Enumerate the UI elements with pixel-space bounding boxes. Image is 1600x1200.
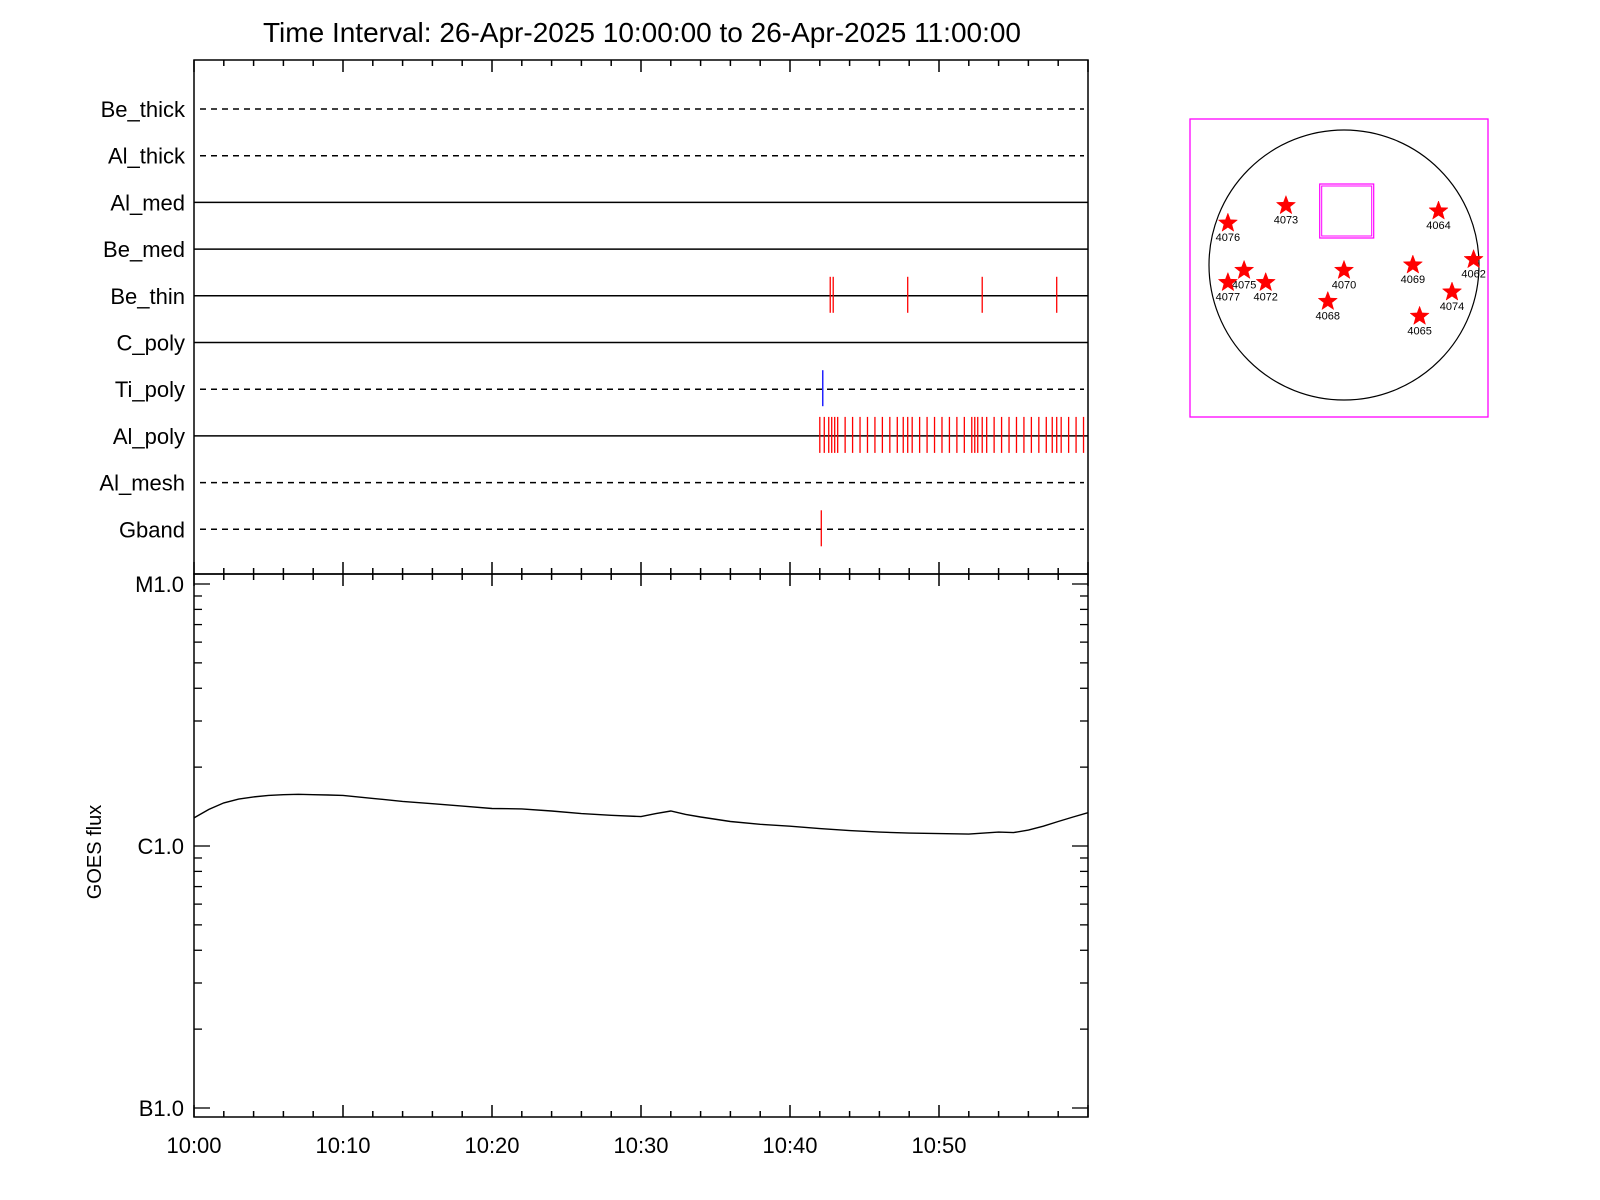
filter-label-al-thick: Al_thick <box>108 144 186 169</box>
goes-y-axis-label: GOES flux <box>84 805 106 899</box>
fov-box-inner <box>1321 185 1373 237</box>
chart-title: Time Interval: 26-Apr-2025 10:00:00 to 2… <box>263 17 1021 48</box>
active-region-star <box>1409 305 1430 325</box>
y-tick-label: M1.0 <box>135 572 184 597</box>
active-region-star <box>1428 200 1449 220</box>
active-region-star <box>1233 259 1255 280</box>
active-region-label: 4074 <box>1440 301 1464 313</box>
active-region-star <box>1333 259 1355 280</box>
active-region-label: 4072 <box>1253 292 1277 304</box>
map-border <box>1189 118 1489 418</box>
fov-box <box>1319 183 1375 239</box>
active-region-label: 4076 <box>1216 232 1240 244</box>
active-region-label: 4070 <box>1332 279 1356 291</box>
x-tick-label: 10:10 <box>315 1133 370 1158</box>
filter-label-be-thick: Be_thick <box>101 97 186 122</box>
filter-label-c-poly: C_poly <box>117 331 185 356</box>
active-region-label: 4068 <box>1316 310 1340 322</box>
active-region-label: 4062 <box>1461 269 1485 281</box>
y-tick-label: C1.0 <box>138 834 184 859</box>
goes-flux-line <box>193 793 1089 835</box>
x-tick-label: 10:30 <box>613 1133 668 1158</box>
filter-label-be-thin: Be_thin <box>110 284 185 309</box>
active-region-star <box>1317 290 1338 311</box>
active-region-star <box>1441 281 1463 301</box>
x-tick-label: 10:20 <box>464 1133 519 1158</box>
solar-disk-panel: 4076 4073 4064 4062 4075 4070 4069 4077 4072 4074… <box>1189 118 1489 418</box>
active-region-label: 4075 <box>1232 279 1256 291</box>
goes-frame <box>193 573 1089 1118</box>
active-region-label: 4069 <box>1401 274 1425 286</box>
filter-label-ti-poly: Ti_poly <box>115 377 185 402</box>
active-region-star <box>1463 248 1484 269</box>
active-region-star <box>1255 271 1276 292</box>
active-region-star <box>1217 212 1239 232</box>
filter-timeline-panel: Be_thick Al_thick Al_med Be_med Be_thin C_pol… <box>99 59 1089 575</box>
active-region-star <box>1217 271 1239 292</box>
timeline-frame <box>193 59 1089 575</box>
active-region-label: 4064 <box>1426 220 1450 232</box>
active-region-star <box>1402 254 1424 274</box>
solar-limb <box>1208 129 1480 401</box>
x-tick-label: 10:00 <box>166 1133 221 1158</box>
filter-label-al-poly: Al_poly <box>113 424 185 449</box>
active-region-label: 4065 <box>1407 325 1431 337</box>
x-tick-label: 10:50 <box>911 1133 966 1158</box>
filter-label-al-med: Al_med <box>110 190 185 215</box>
active-region-label: 4073 <box>1274 215 1298 227</box>
active-region-label: 4077 <box>1216 292 1240 304</box>
filter-label-be-med: Be_med <box>103 237 185 262</box>
filter-label-gband: Gband <box>119 517 185 542</box>
filter-label-al-mesh: Al_mesh <box>99 471 185 496</box>
goes-flux-panel: 10:00 10:10 10:20 10:30 10:40 10:50 M1.0 C1.0 B1… <box>135 562 1089 1158</box>
y-tick-label: B1.0 <box>139 1096 184 1121</box>
active-region-star <box>1275 194 1297 215</box>
x-tick-label: 10:40 <box>762 1133 817 1158</box>
